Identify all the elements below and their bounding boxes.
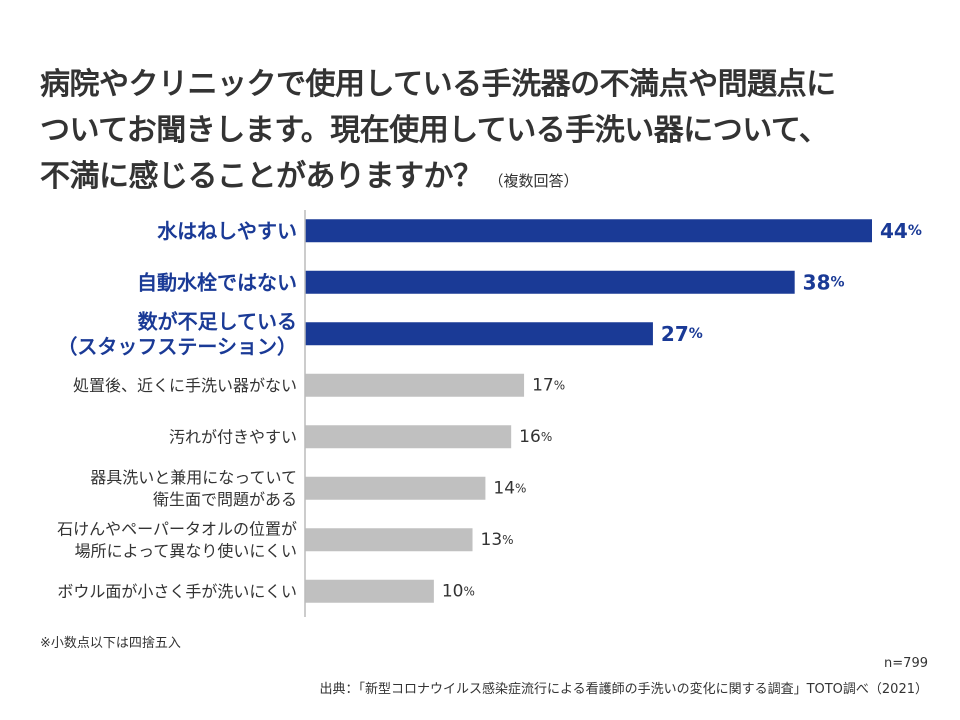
- bar-3: [305, 322, 653, 346]
- category-label-7-2: 場所によって異なり使いにくい: [75, 541, 297, 560]
- title-line-2: ついてお聞きします。現在使用している手洗い器について、: [40, 113, 829, 148]
- bar-4: [305, 373, 525, 397]
- value-label-1: 44%: [880, 219, 922, 243]
- value-label-7: 13%: [481, 530, 514, 550]
- chart-title: 病院やクリニックで使用している手洗器の不満点や問題点に ついてお聞きします。現在…: [40, 62, 930, 204]
- value-label-5: 16%: [519, 427, 552, 447]
- category-label-3-1: 数が不足している: [138, 309, 297, 333]
- value-label-3: 27%: [661, 322, 703, 346]
- title-subtitle: （複数回答）: [488, 172, 579, 190]
- bar-8: [305, 579, 434, 603]
- value-label-8: 10%: [442, 581, 475, 601]
- title-line-3-text: 不満に感じることがありますか？: [40, 159, 483, 194]
- sample-size: n=799: [884, 656, 928, 671]
- bar-7: [305, 528, 473, 552]
- title-line-3: 不満に感じることがありますか？ （複数回答）: [40, 154, 930, 204]
- category-label-7-1: 石けんやペーパータオルの位置が: [57, 519, 297, 538]
- category-label-2: 自動水栓ではない: [137, 270, 297, 294]
- category-label-8: ボウル面が小さく手が洗いにくい: [57, 582, 297, 601]
- category-label-5: 汚れが付きやすい: [169, 427, 297, 446]
- category-label-6-1: 器具洗いと兼用になっていて: [90, 468, 297, 487]
- value-label-2: 38%: [803, 270, 845, 294]
- category-label-4: 処置後、近くに手洗い器がない: [73, 376, 297, 395]
- source-credit: 出典：「新型コロナウイルス感染症流行による看護師の手洗いの変化に関する調査」TO…: [319, 682, 928, 697]
- category-label-6-2: 衛生面で問題がある: [153, 490, 297, 509]
- title-line-1: 病院やクリニックで使用している手洗器の不満点や問題点に: [40, 67, 836, 102]
- category-label-3-2: （スタッフステーション）: [57, 334, 297, 358]
- value-label-4: 17%: [532, 375, 565, 395]
- category-label-1: 水はねしやすい: [157, 219, 297, 243]
- value-label-6: 14%: [493, 478, 526, 498]
- bar-1: [305, 219, 872, 243]
- bar-6: [305, 476, 486, 500]
- bar-5: [305, 425, 512, 449]
- bar-2: [305, 270, 795, 294]
- rounding-note: ※小数点以下は四捨五入: [40, 636, 181, 651]
